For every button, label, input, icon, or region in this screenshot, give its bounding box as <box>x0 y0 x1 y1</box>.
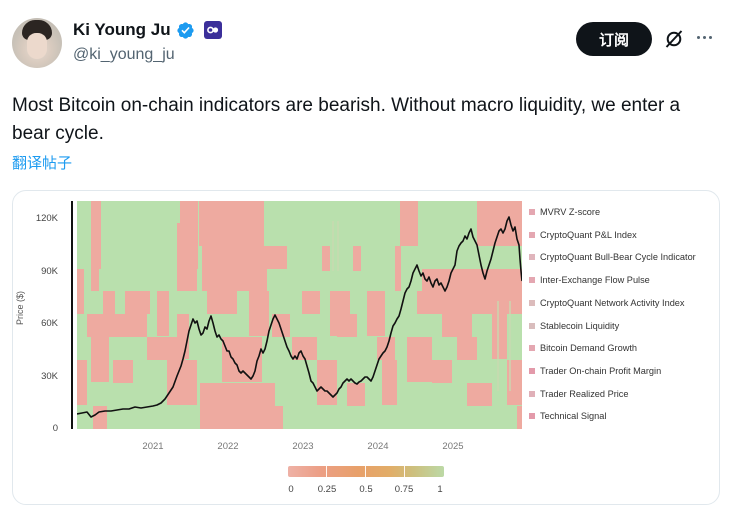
legend-label: Trader Realized Price <box>540 388 629 399</box>
legend-swatch-icon <box>529 299 535 306</box>
heatmap-svg <box>77 201 522 429</box>
x-tick-2025: 2025 <box>442 441 464 452</box>
thin-stripes <box>332 221 511 391</box>
avatar[interactable] <box>12 18 62 68</box>
legend-item: Bitcoin Demand Growth <box>529 343 637 353</box>
subscribe-button[interactable]: 订阅 <box>576 22 652 56</box>
author-name-row: Ki Young Ju <box>73 20 222 40</box>
y-tick-30k: 30K <box>41 371 58 382</box>
legend-label: Bitcoin Demand Growth <box>540 343 638 354</box>
legend-item: Trader Realized Price <box>529 389 629 399</box>
legend-label: MVRV Z-score <box>540 207 601 217</box>
legend-swatch-icon <box>529 367 535 374</box>
colorbar <box>288 466 444 477</box>
legend-swatch-icon <box>529 322 535 329</box>
y-tick-0: 0 <box>52 423 58 434</box>
legend-item: Stablecoin Liquidity <box>529 321 619 331</box>
colorbar-tick: 0 <box>288 484 294 495</box>
legend-item: CryptoQuant P&L Index <box>529 230 637 240</box>
legend-swatch-icon <box>529 390 535 397</box>
x-tick-2024: 2024 <box>367 441 389 452</box>
more-dot <box>697 36 700 39</box>
legend-swatch-icon <box>529 209 535 215</box>
legend-label: Technical Signal <box>540 411 607 422</box>
colorbar-tick: 0.5 <box>359 484 373 495</box>
tweet-text: Most Bitcoin on-chain indicators are bea… <box>12 95 681 144</box>
heatmap-plot-area <box>77 201 522 429</box>
legend-label: CryptoQuant Network Activity Index <box>540 297 685 308</box>
more-dot <box>703 36 706 39</box>
legend-item: Inter-Exchange Flow Pulse <box>529 275 650 285</box>
more-dot <box>709 36 712 39</box>
bearish-cells <box>77 201 522 429</box>
legend-label: CryptoQuant Bull-Bear Cycle Indicator <box>540 252 696 263</box>
legend-label: CryptoQuant P&L Index <box>540 229 637 240</box>
legend-item: CryptoQuant Network Activity Index <box>529 298 685 308</box>
x-tick-2023: 2023 <box>292 441 314 452</box>
y-axis-title: Price ($) <box>15 290 25 325</box>
legend-item: CryptoQuant Bull-Bear Cycle Indicator <box>529 252 696 262</box>
legend-item: Trader On-chain Profit Margin <box>529 366 661 376</box>
cq-glyph-icon <box>206 26 218 34</box>
translate-post-link[interactable]: 翻译帖子 <box>12 154 73 172</box>
verified-badge-icon <box>176 21 194 39</box>
legend-swatch-icon <box>529 345 535 352</box>
legend-swatch-icon <box>529 277 535 284</box>
colorbar-separator <box>365 466 366 477</box>
legend-swatch-icon <box>529 413 535 420</box>
legend-label: Inter-Exchange Flow Pulse <box>540 275 650 286</box>
legend-swatch-icon <box>529 231 535 238</box>
colorbar-tick: 1 <box>437 484 443 495</box>
cryptoquant-logo-icon[interactable] <box>203 21 222 39</box>
legend-swatch-icon <box>529 254 535 261</box>
author-handle[interactable]: @ki_young_ju <box>73 46 175 63</box>
btc-price-line <box>77 216 522 418</box>
more-icon[interactable] <box>697 36 712 39</box>
y-tick-60k: 60K <box>41 318 58 329</box>
y-axis-line <box>71 201 73 429</box>
colorbar-separator <box>404 466 405 477</box>
colorbar-tick: 0.25 <box>317 484 337 495</box>
colorbar-tick: 0.75 <box>394 484 414 495</box>
legend-label: Trader On-chain Profit Margin <box>540 365 662 376</box>
y-tick-90k: 90K <box>41 266 58 277</box>
y-tick-120k: 120K <box>35 213 58 224</box>
x-tick-2022: 2022 <box>217 441 239 452</box>
avatar-face <box>27 33 47 59</box>
legend-item: MVRV Z-score <box>529 207 600 217</box>
colorbar-separator <box>326 466 327 477</box>
legend-label: Stablecoin Liquidity <box>540 320 620 331</box>
x-tick-2021: 2021 <box>142 441 164 452</box>
legend-item: Technical Signal <box>529 411 606 421</box>
grok-icon[interactable] <box>664 29 684 49</box>
display-name[interactable]: Ki Young Ju <box>73 20 171 39</box>
